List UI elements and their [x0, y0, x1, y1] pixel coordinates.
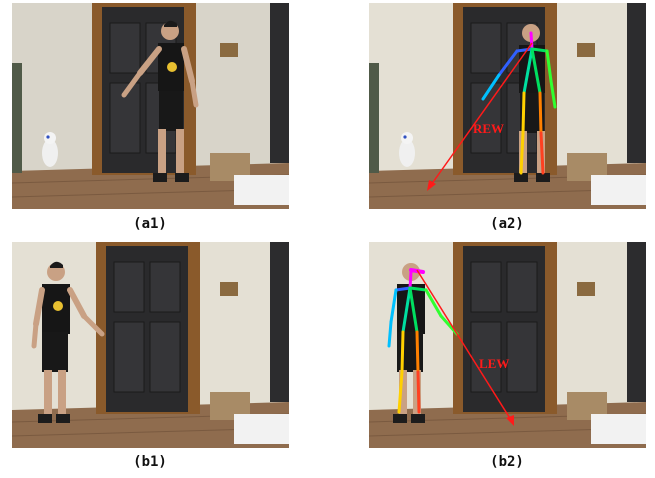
photo-a2: REW [369, 3, 646, 209]
caption-a2: (a2) [490, 216, 524, 232]
person-figure [121, 20, 199, 182]
skeleton-overlay [387, 268, 459, 414]
photo-b2: LEW [369, 242, 646, 448]
ray-label-rew: REW [473, 121, 504, 136]
photo-a1 [12, 3, 289, 209]
caption-b1: (b1) [133, 454, 167, 470]
skeleton-overlay [481, 31, 557, 175]
ray-label-lew: LEW [479, 356, 509, 371]
pointing-ray [416, 269, 512, 421]
pointing-ray [430, 42, 533, 186]
caption-b2: (b2) [490, 454, 524, 470]
caption-a1: (a1) [133, 216, 167, 232]
photo-b1 [12, 242, 289, 448]
